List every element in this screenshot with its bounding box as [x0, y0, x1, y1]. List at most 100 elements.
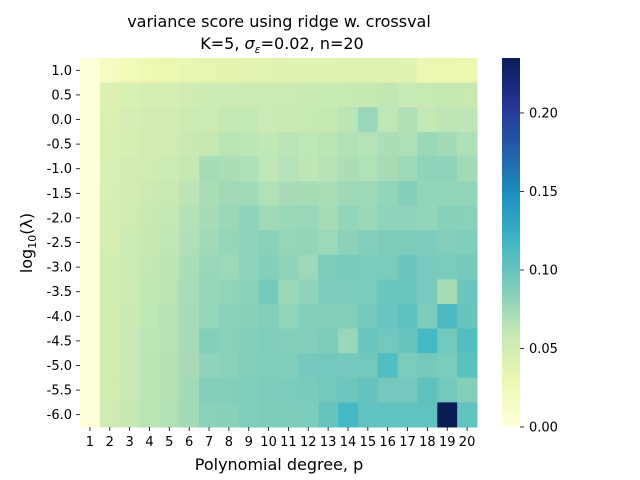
- heatmap-cell: [338, 131, 359, 157]
- heatmap-cell: [377, 205, 399, 231]
- heatmap-cell: [80, 82, 101, 108]
- heatmap-cell: [377, 156, 399, 182]
- heatmap-cell: [338, 181, 359, 207]
- heatmap-cell: [417, 107, 438, 133]
- heatmap-cell: [139, 156, 160, 182]
- heatmap-cell: [119, 107, 141, 133]
- heatmap-cell: [218, 131, 240, 157]
- heatmap-cell: [99, 58, 121, 84]
- heatmap-cell: [278, 181, 299, 207]
- heatmap-cell: [139, 181, 160, 207]
- y-tick-label: -2.0: [47, 211, 72, 226]
- heatmap-cell: [238, 377, 260, 403]
- heatmap-cell: [99, 402, 121, 428]
- heatmap-cell: [298, 254, 319, 280]
- heatmap-cell: [397, 230, 418, 256]
- heatmap-cell: [179, 402, 200, 428]
- heatmap-cell: [99, 328, 121, 354]
- heatmap-cell: [338, 377, 359, 403]
- heatmap-cell: [238, 254, 260, 280]
- heatmap-cell: [298, 205, 319, 231]
- heatmap-cell: [298, 377, 319, 403]
- heatmap-cell: [99, 377, 121, 403]
- heatmap-cell: [159, 328, 180, 354]
- heatmap-cell: [159, 131, 180, 157]
- heatmap-cell: [199, 304, 220, 330]
- heatmap-cell: [298, 131, 319, 157]
- heatmap-cell: [199, 328, 220, 354]
- heatmap-cell: [119, 181, 141, 207]
- heatmap-cell: [357, 230, 379, 256]
- heatmap-cell: [119, 205, 141, 231]
- y-tick-labels: 1.0 0.5 0.0 -0.5 -1.0 -1.5 -2.0 -2.5 -3.0 -3.5 -4.…: [47, 64, 80, 423]
- heatmap-cell: [80, 328, 101, 354]
- y-tick-label: -5.5: [47, 384, 72, 399]
- heatmap-cell: [417, 205, 438, 231]
- heatmap-cell: [417, 156, 438, 182]
- heatmap-cell: [397, 304, 418, 330]
- y-tick-label: -6.0: [47, 408, 72, 423]
- heatmap-cell: [119, 353, 141, 379]
- heatmap-cell: [318, 131, 339, 157]
- heatmap-cell: [457, 58, 478, 84]
- chart-title: variance score using ridge w. crossval K…: [127, 12, 431, 56]
- heatmap-cell: [80, 156, 101, 182]
- heatmap-cell: [199, 107, 220, 133]
- heatmap-cell: [80, 304, 101, 330]
- heatmap-cell: [437, 82, 458, 108]
- heatmap-cell: [238, 82, 260, 108]
- heatmap-cell: [179, 328, 200, 354]
- heatmap-cell: [397, 82, 418, 108]
- heatmap-cell: [397, 107, 418, 133]
- heatmap-cell: [397, 181, 418, 207]
- heatmap-cell: [199, 402, 220, 428]
- heatmap-cell: [417, 58, 438, 84]
- heatmap-cell: [238, 58, 260, 84]
- heatmap-cell: [377, 377, 399, 403]
- title-line2-suffix: =0.02, n=20: [261, 34, 364, 53]
- heatmap-cell: [119, 377, 141, 403]
- heatmap-cell: [159, 205, 180, 231]
- y-tick-label: -1.5: [47, 187, 72, 202]
- heatmap-cell: [139, 131, 160, 157]
- heatmap-cell: [397, 353, 418, 379]
- heatmap-cell: [457, 131, 478, 157]
- heatmap-cell: [119, 402, 141, 428]
- heatmap-cell: [338, 254, 359, 280]
- heatmap-cell: [357, 205, 379, 231]
- heatmap-cell: [179, 156, 200, 182]
- heatmap-cell: [99, 279, 121, 305]
- heatmap-cell: [258, 304, 279, 330]
- x-tick-label: 2: [106, 435, 114, 450]
- heatmap-cell: [278, 279, 299, 305]
- y-axis-label: log10(λ): [17, 213, 39, 273]
- x-tick-label: 8: [225, 435, 233, 450]
- heatmap-cell: [119, 328, 141, 354]
- heatmap-cell: [258, 82, 279, 108]
- heatmap-cell: [238, 156, 260, 182]
- x-tick-label: 11: [280, 435, 297, 450]
- heatmap-cell: [298, 107, 319, 133]
- heatmap-cell: [139, 230, 160, 256]
- heatmap-cell: [278, 156, 299, 182]
- heatmap-cell: [318, 402, 339, 428]
- heatmap-cell: [377, 131, 399, 157]
- heatmap-cell: [159, 58, 180, 84]
- heatmap-cell: [258, 254, 279, 280]
- heatmap-cell: [218, 156, 240, 182]
- heatmap-cell: [179, 131, 200, 157]
- title-line2-sigma: σ: [245, 34, 256, 53]
- heatmap-cell: [397, 279, 418, 305]
- heatmap-cell: [457, 377, 478, 403]
- heatmap-cell: [457, 328, 478, 354]
- heatmap-cell: [159, 82, 180, 108]
- heatmap-cell: [159, 377, 180, 403]
- heatmap-cell: [278, 402, 299, 428]
- heatmap-cell: [99, 254, 121, 280]
- heatmap-cell: [179, 58, 200, 84]
- heatmap-cell: [199, 205, 220, 231]
- heatmap-cell: [457, 254, 478, 280]
- heatmap-cell: [338, 107, 359, 133]
- heatmap-cell: [357, 156, 379, 182]
- heatmap-cell: [80, 230, 101, 256]
